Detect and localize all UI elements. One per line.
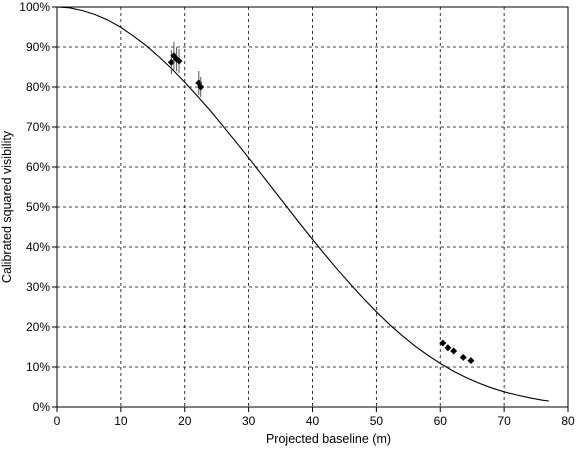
data-point-marker: [197, 83, 205, 91]
x-tick-label: 50: [370, 414, 384, 428]
x-tick-label: 60: [434, 414, 448, 428]
data-point-marker: [450, 347, 458, 355]
y-tick-label: 70%: [26, 120, 50, 134]
x-tick-label: 30: [242, 414, 256, 428]
data-point-marker: [459, 353, 467, 361]
x-tick-label: 80: [561, 414, 575, 428]
y-tick-label: 40%: [26, 240, 50, 254]
y-tick-label: 20%: [26, 320, 50, 334]
y-tick-label: 80%: [26, 80, 50, 94]
data-point-marker: [444, 344, 452, 352]
x-tick-label: 20: [178, 414, 192, 428]
data-point-marker: [467, 357, 475, 365]
x-tick-label: 40: [306, 414, 320, 428]
x-axis-ticks: 0 10 20 30 40 50 60 70 80: [54, 407, 575, 428]
x-tick-label: 10: [114, 414, 128, 428]
y-tick-label: 10%: [26, 360, 50, 374]
y-tick-label: 50%: [26, 200, 50, 214]
data-point-marker: [175, 57, 183, 65]
x-tick-label: 0: [54, 414, 61, 428]
y-axis-label: Calibrated squared visibility: [0, 130, 14, 283]
gridlines: [57, 7, 568, 407]
y-tick-label: 60%: [26, 160, 50, 174]
x-axis-label: Projected baseline (m): [266, 432, 391, 446]
y-tick-label: 30%: [26, 280, 50, 294]
y-tick-label: 100%: [19, 0, 50, 14]
measurement-points: [167, 41, 475, 365]
data-point-marker: [167, 58, 175, 66]
model-curve-line: [56, 6, 549, 402]
y-tick-label: 0%: [33, 400, 51, 414]
x-tick-label: 70: [497, 414, 511, 428]
y-tick-label: 90%: [26, 40, 50, 54]
data-point-marker: [439, 339, 447, 347]
y-axis-ticks: 0% 10% 20% 30% 40% 50% 60% 70% 80% 90% 100%: [19, 0, 57, 414]
